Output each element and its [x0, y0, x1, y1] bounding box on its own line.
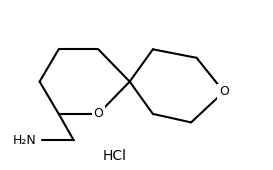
Text: H₂N: H₂N	[13, 134, 37, 147]
Text: O: O	[219, 85, 229, 98]
Text: HCl: HCl	[103, 149, 127, 163]
Text: O: O	[93, 107, 103, 120]
